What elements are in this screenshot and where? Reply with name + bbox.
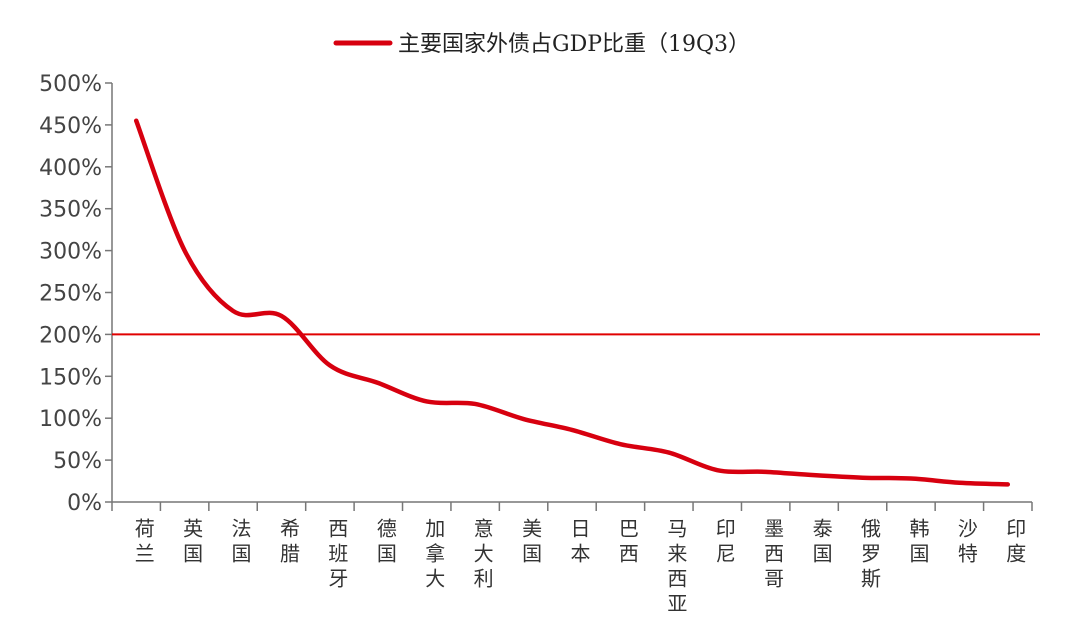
y-tick-label: 100% [39, 407, 102, 432]
x-tick-label: 马来西亚 [664, 518, 688, 618]
x-tick-label: 希腊 [276, 518, 300, 568]
y-tick-label: 200% [39, 323, 102, 348]
y-tick-label: 450% [39, 114, 102, 139]
x-tick-label: 意大利 [470, 518, 494, 593]
y-tick-label: 300% [39, 240, 102, 265]
y-tick-label: 500% [39, 72, 102, 97]
y-tick-label: 400% [39, 156, 102, 181]
y-tick-label: 250% [39, 282, 102, 307]
x-tick-label: 西班牙 [325, 518, 349, 593]
x-tick-label: 俄罗斯 [858, 518, 882, 593]
legend-label: 主要国家外债占GDP比重（19Q3） [398, 32, 750, 57]
x-tick-label: 美国 [519, 518, 543, 568]
series-line [133, 118, 1011, 487]
x-tick-label: 沙特 [954, 518, 978, 568]
x-tick-label: 英国 [180, 518, 204, 568]
x-tick-label: 韩国 [906, 518, 930, 568]
x-tick-label: 印尼 [712, 518, 736, 568]
x-tick-label: 法国 [228, 518, 252, 568]
x-tick-label: 日本 [567, 518, 591, 568]
legend: 主要国家外债占GDP比重（19Q3） [333, 32, 750, 57]
y-tick-label: 150% [39, 365, 102, 390]
data-points [134, 119, 1010, 487]
x-tick-label: 巴西 [615, 518, 639, 568]
x-tick-label: 泰国 [809, 518, 833, 568]
x-tick-label: 墨西哥 [761, 518, 785, 593]
x-axis: 荷兰 英国 法国 希腊 西班牙 德国 加拿大 意大利 美国 日本 巴西 马来西亚 印尼 墨西哥 泰国 俄罗斯韩… [111, 501, 1033, 618]
x-tick-label: 荷兰 [131, 518, 155, 568]
y-axis: 0% 50% 100% 150% 200% 250% 300% 350% 400% 450% 500… [39, 72, 113, 516]
x-tick-label: 印度 [1003, 518, 1027, 568]
x-tick-label: 加拿大 [422, 518, 446, 593]
y-tick-label: 350% [39, 198, 102, 223]
x-tick-label: 德国 [373, 518, 397, 568]
y-tick-label: 0% [67, 491, 102, 516]
y-tick-label: 50% [53, 449, 102, 474]
